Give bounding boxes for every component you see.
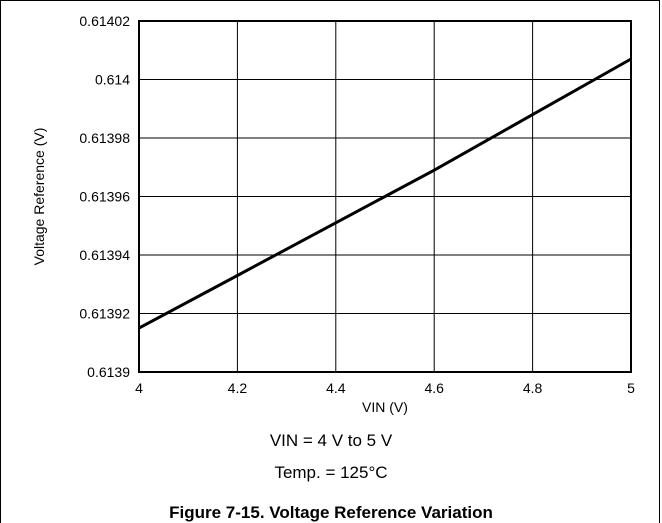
x-tick-label: 4.8 [523,380,543,396]
y-axis-label: Voltage Reference (V) [31,128,47,266]
figure-title: Figure 7-15. Voltage Reference Variation [169,503,493,522]
y-axis-ticks: 0.61390.613920.613940.613960.613980.6140… [79,13,130,380]
x-tick-label: 4 [135,380,143,396]
annotation-temperature: Temp. = 125°C [274,463,388,482]
x-axis-ticks: 4 4.2 4.4 4.6 4.8 5 [135,380,635,396]
x-tick-label: 4.4 [326,380,346,396]
y-tick-label: 0.61392 [79,306,130,322]
series-line [138,57,632,330]
y-tick-label: 0.6139 [87,364,130,380]
y-tick-label: 0.614 [95,72,130,88]
x-tick-label: 4.2 [228,380,248,396]
plot-area [138,20,632,373]
line-chart: 4 4.2 4.4 4.6 4.8 5 0.6139 0.61392 0.61394 0.613… [31,13,635,415]
x-axis-label: VIN (V) [362,399,408,415]
series-layer [138,57,632,330]
y-tick-label: 0.61394 [79,247,130,263]
x-tick-label: 5 [627,380,635,396]
x-tick-label: 4.6 [424,380,444,396]
y-tick-label: 0.61398 [79,130,130,146]
y-tick-label: 0.61402 [79,13,130,29]
y-tick-label: 0.61396 [79,189,130,205]
annotation-vin-range: VIN = 4 V to 5 V [269,431,393,450]
